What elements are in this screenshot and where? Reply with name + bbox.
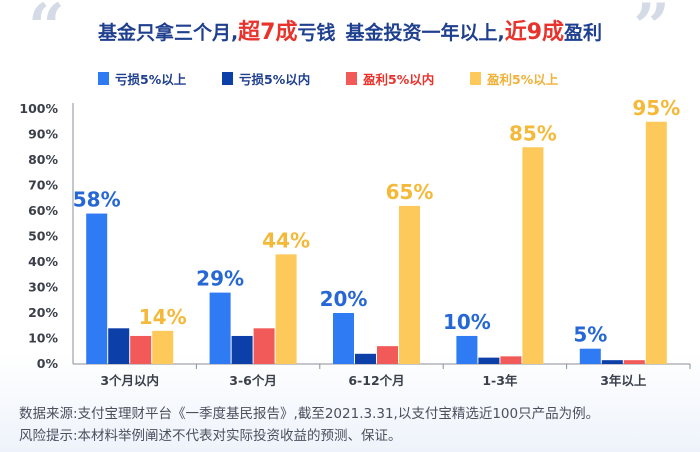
- data-label: 14%: [139, 305, 187, 329]
- legend-label: 亏损5%以内: [239, 72, 311, 87]
- bar-1: [333, 313, 354, 364]
- x-tick-label: 3年以上: [600, 373, 647, 388]
- bar-3: [500, 356, 522, 364]
- chart-legend: 亏损5%以上 亏损5%以内 盈利5%以内 盈利5%以上: [98, 69, 594, 88]
- headline-part-1: 基金只拿三个月,: [97, 22, 239, 44]
- y-tick-label: 100%: [19, 101, 58, 116]
- x-tick-label: 3-6个月: [229, 373, 277, 388]
- data-label: 5%: [573, 323, 607, 347]
- bar-4: [399, 205, 420, 364]
- legend-label: 亏损5%以上: [115, 72, 187, 87]
- legend-swatch: [470, 72, 481, 85]
- bar-chart: 0% 10% 20% 30% 40% 50% 60% 70% 80% 90% 100% 3个月以内 3-…: [19, 96, 691, 388]
- bar-4: [522, 147, 544, 364]
- headline-part-6: 盈利: [564, 22, 603, 44]
- legend-swatch: [98, 72, 109, 85]
- bar-4: [645, 121, 667, 364]
- data-label: 29%: [196, 267, 244, 291]
- data-label: 20%: [320, 287, 368, 311]
- bar-1: [209, 292, 231, 364]
- data-label: 10%: [443, 310, 491, 334]
- legend-item-gain-small: 盈利5%以内: [346, 69, 470, 88]
- y-tick-label: 40%: [28, 254, 58, 269]
- y-tick-label: 90%: [28, 127, 58, 142]
- bar-2: [108, 328, 130, 364]
- y-tick-label: 50%: [28, 229, 58, 244]
- data-label: 44%: [262, 228, 310, 252]
- bar-3: [623, 360, 645, 364]
- left-quote-mark: “: [28, 0, 65, 65]
- data-source-note: 数据来源:支付宝理财平台《一季度基民报告》,截至2021.3.31,以支付宝精选…: [19, 406, 600, 422]
- y-tick-label: 30%: [28, 280, 58, 295]
- bar-3: [130, 335, 152, 364]
- risk-disclaimer: 风险提示:本材料举例阐述不代表对实际投资收益的预测、保证。: [19, 428, 402, 444]
- legend-swatch: [222, 72, 233, 85]
- data-label: 85%: [509, 121, 557, 145]
- legend-label: 盈利5%以上: [487, 72, 559, 87]
- y-tick-label: 70%: [28, 178, 58, 193]
- legend-swatch: [346, 72, 357, 85]
- x-tick-label: 1-3年: [482, 373, 518, 388]
- x-tick-label: 6-12个月: [348, 373, 404, 388]
- x-tick-label: 3个月以内: [100, 373, 159, 388]
- headline-highlight-2: 近9成: [504, 20, 565, 45]
- headline-part-4: 基金投资一年以上,: [345, 22, 505, 44]
- data-label: 58%: [73, 188, 121, 212]
- bar-2: [601, 360, 623, 364]
- headline-part-3: 亏钱: [297, 22, 336, 44]
- data-label: 65%: [386, 180, 434, 204]
- y-tick-label: 0%: [37, 356, 59, 371]
- chart-headline: 基金只拿三个月,超7成亏钱 基金投资一年以上,近9成盈利: [0, 14, 700, 46]
- legend-label: 盈利5%以内: [363, 72, 435, 87]
- bar-2: [355, 353, 376, 364]
- bar-2: [231, 335, 253, 364]
- legend-item-gain-big: 盈利5%以上: [470, 69, 594, 88]
- bar-1: [456, 335, 478, 364]
- y-tick-label: 60%: [28, 203, 58, 218]
- y-tick-label: 80%: [28, 152, 58, 167]
- data-label: 95%: [632, 96, 680, 120]
- bar-3: [253, 328, 275, 364]
- y-tick-label: 10%: [28, 331, 58, 346]
- y-tick-label: 20%: [28, 305, 58, 320]
- bar-1: [579, 348, 601, 364]
- bar-2: [478, 357, 500, 364]
- bar-4: [275, 254, 297, 364]
- right-quote-mark: ”: [633, 0, 670, 65]
- headline-highlight-1: 超7成: [238, 20, 298, 45]
- legend-item-loss-big: 亏损5%以上: [98, 69, 222, 88]
- bar-4: [152, 330, 174, 364]
- bar-1: [86, 213, 108, 364]
- bar-3: [377, 346, 398, 364]
- legend-item-loss-small: 亏损5%以内: [222, 69, 346, 88]
